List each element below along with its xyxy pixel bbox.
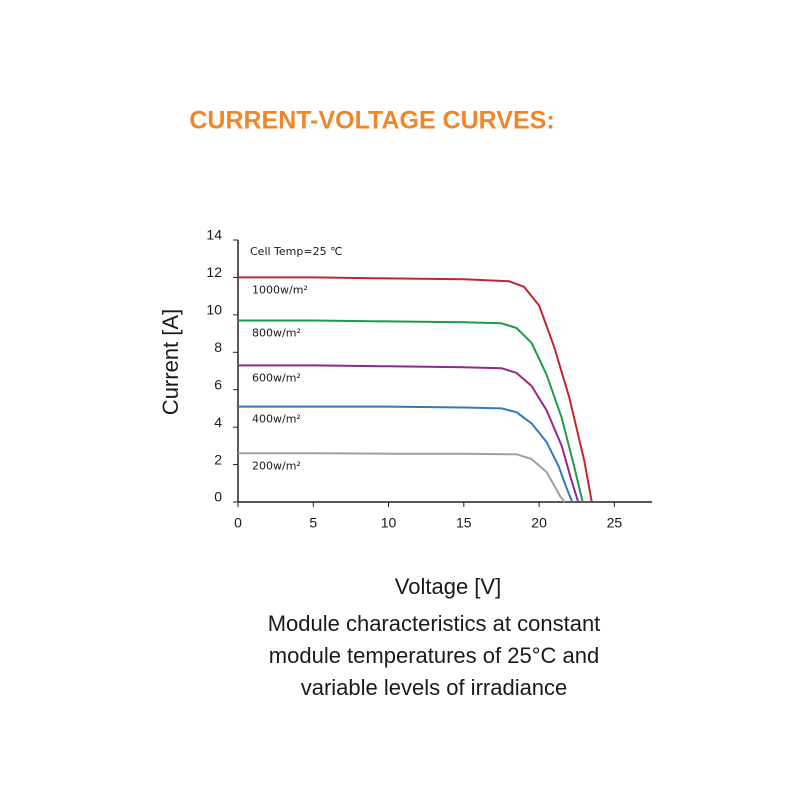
iv-curve [238, 319, 584, 503]
curve-label: 1000w/m² [252, 283, 308, 296]
y-axis-label: Current [A] [158, 309, 183, 415]
caption-line: module temperatures of 25°C and [269, 643, 599, 668]
y-tick-label: 10 [206, 302, 222, 318]
y-tick-label: 12 [206, 264, 222, 280]
x-axis-label: Voltage [V] [395, 574, 501, 599]
x-tick-label: 10 [381, 515, 397, 531]
x-tick-label: 20 [531, 515, 547, 531]
y-tick-label: 6 [214, 376, 222, 392]
x-tick-label: 5 [309, 515, 317, 531]
iv-curve [238, 364, 580, 503]
x-tick-label: 15 [456, 515, 472, 531]
curve-label: 600w/m² [252, 371, 301, 384]
curve-label: 200w/m² [252, 459, 301, 472]
y-tick-label: 8 [214, 339, 222, 355]
annotation: Cell Temp=25 ℃ [250, 245, 342, 258]
x-tick-label: 0 [234, 515, 242, 531]
y-tick-label: 0 [214, 489, 222, 505]
x-tick-label: 25 [607, 515, 623, 531]
iv-curve [238, 405, 574, 503]
curve-label: 400w/m² [252, 413, 301, 426]
chart-title: CURRENT-VOLTAGE CURVES: [189, 107, 554, 135]
caption-line: Module characteristics at constant [268, 611, 601, 636]
iv-curve [238, 452, 566, 503]
iv-curve [238, 276, 593, 503]
y-tick-label: 2 [214, 451, 222, 467]
caption-line: variable levels of irradiance [301, 675, 568, 700]
y-tick-label: 4 [214, 414, 222, 430]
curve-label: 800w/m² [252, 326, 301, 339]
y-tick-label: 14 [206, 227, 222, 243]
